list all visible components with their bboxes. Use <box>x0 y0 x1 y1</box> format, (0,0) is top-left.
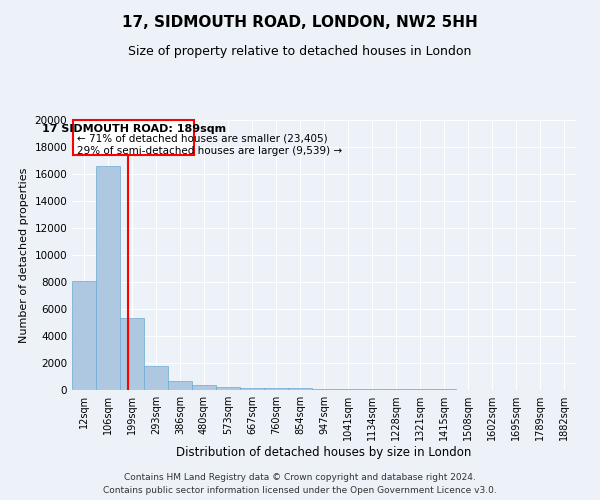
Text: ← 71% of detached houses are smaller (23,405): ← 71% of detached houses are smaller (23… <box>77 134 328 143</box>
Bar <box>360 389 384 390</box>
Bar <box>288 388 312 390</box>
X-axis label: Distribution of detached houses by size in London: Distribution of detached houses by size … <box>176 446 472 459</box>
Bar <box>312 388 336 390</box>
Bar <box>192 386 216 390</box>
Bar <box>168 381 192 390</box>
Bar <box>120 318 144 390</box>
Text: 17, SIDMOUTH ROAD, LONDON, NW2 5HH: 17, SIDMOUTH ROAD, LONDON, NW2 5HH <box>122 15 478 30</box>
Bar <box>264 388 288 390</box>
Text: 29% of semi-detached houses are larger (9,539) →: 29% of semi-detached houses are larger (… <box>77 146 342 156</box>
Text: Size of property relative to detached houses in London: Size of property relative to detached ho… <box>128 45 472 58</box>
Text: 17 SIDMOUTH ROAD: 189sqm: 17 SIDMOUTH ROAD: 189sqm <box>42 124 226 134</box>
Bar <box>96 166 120 390</box>
Bar <box>384 389 408 390</box>
Bar <box>144 366 168 390</box>
Text: Contains HM Land Registry data © Crown copyright and database right 2024.: Contains HM Land Registry data © Crown c… <box>124 474 476 482</box>
Bar <box>336 389 360 390</box>
Bar <box>240 388 264 390</box>
Text: Contains public sector information licensed under the Open Government Licence v3: Contains public sector information licen… <box>103 486 497 495</box>
Y-axis label: Number of detached properties: Number of detached properties <box>19 168 29 342</box>
Bar <box>216 388 240 390</box>
Bar <box>72 280 96 390</box>
Bar <box>73 120 194 155</box>
